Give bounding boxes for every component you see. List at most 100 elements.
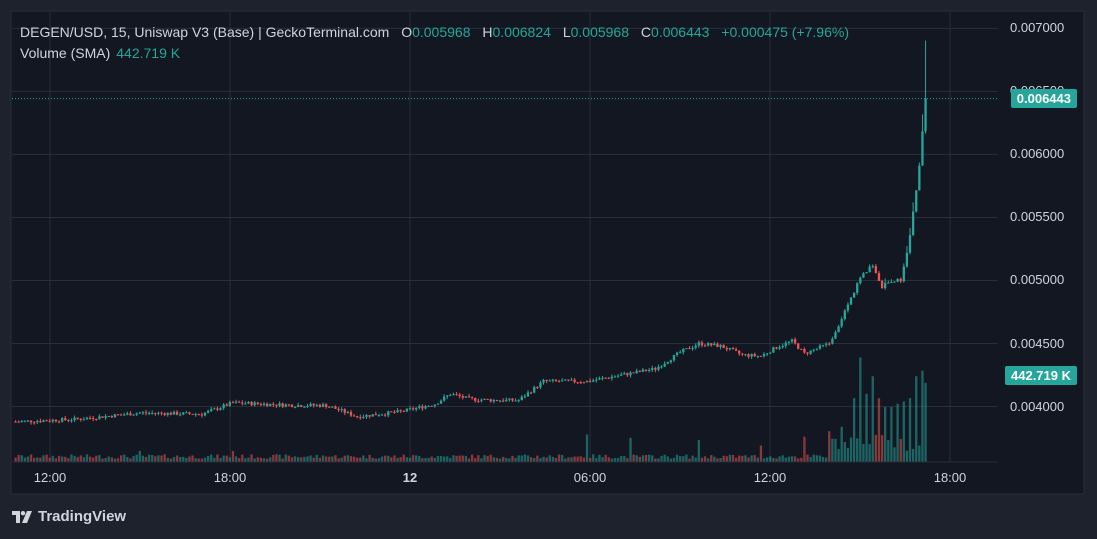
candle-body <box>51 419 54 422</box>
candle-body <box>908 235 912 253</box>
volume-bar <box>234 456 238 462</box>
volume-bar <box>222 455 225 462</box>
volume-bar <box>874 435 878 462</box>
candle-body <box>784 342 787 346</box>
volume-bar <box>884 407 887 462</box>
candle-body <box>592 380 595 382</box>
candle-body <box>203 412 207 416</box>
volume-bar <box>492 457 495 462</box>
volume-bar <box>147 454 151 462</box>
candle-body <box>797 343 800 349</box>
candle-body <box>262 403 266 405</box>
symbol-title: DEGEN/USD, 15, Uniswap V3 (Base) | Gecko… <box>20 24 390 40</box>
volume-bar <box>579 456 582 462</box>
volume-bar <box>20 455 23 462</box>
candle-body <box>312 403 315 406</box>
volume-bar <box>452 455 455 462</box>
x-tick-label: 18:00 <box>933 470 967 485</box>
candle-body <box>387 411 390 416</box>
volume-bar <box>700 457 704 462</box>
volume-bar <box>157 455 160 462</box>
candle-body <box>163 413 166 416</box>
candle-body <box>464 396 468 398</box>
volume-bar <box>595 458 598 462</box>
volume-bar <box>666 456 669 462</box>
candle-body <box>769 352 772 354</box>
volume-bar <box>623 456 626 462</box>
volume-bar <box>766 457 769 462</box>
candle-body <box>470 397 474 399</box>
candle-body <box>585 380 589 383</box>
volume-bar <box>908 398 912 462</box>
volume-bar <box>601 457 604 462</box>
volume-bar <box>536 455 539 462</box>
volume-bar <box>365 458 368 462</box>
volume-bar <box>719 458 722 462</box>
volume-bar <box>228 457 232 462</box>
volume-bar <box>607 457 610 462</box>
candle-body <box>762 353 766 357</box>
candle-body <box>380 414 384 416</box>
volume-bar <box>846 447 850 462</box>
volume-bar <box>598 454 601 462</box>
volume-bar <box>132 456 135 462</box>
candle-body <box>259 403 263 405</box>
brand-name: TradingView <box>38 508 127 525</box>
candle-body <box>461 396 464 398</box>
volume-bar <box>219 457 222 462</box>
tradingview-logo-icon <box>12 510 32 523</box>
volume-bar <box>82 457 86 462</box>
volume-bar <box>405 457 409 462</box>
candle-body <box>477 400 480 402</box>
volume-bar <box>644 454 648 462</box>
volume-bar <box>79 455 82 462</box>
candle-body <box>744 354 747 356</box>
volume-bar <box>831 438 834 462</box>
candle-body <box>42 420 45 422</box>
candle-body <box>151 412 154 414</box>
grid-lines <box>12 12 998 462</box>
candle-body <box>241 402 244 404</box>
volume-bar <box>439 456 443 462</box>
candle-body <box>275 404 278 406</box>
candle-body <box>119 414 123 416</box>
candle-body <box>576 382 579 384</box>
candle-body <box>458 394 461 397</box>
volume-bar <box>213 457 216 462</box>
candle-body <box>157 412 160 414</box>
volume-bar <box>921 370 924 462</box>
candle-body <box>362 416 365 419</box>
volume-bar <box>821 456 825 462</box>
candle-body <box>144 412 148 414</box>
candle-body <box>787 341 791 343</box>
candle-body <box>520 396 523 401</box>
tradingview-brand[interactable]: TradingView <box>12 508 126 525</box>
candle-body <box>402 410 405 412</box>
candle-body <box>377 415 381 417</box>
candle-body <box>213 408 216 410</box>
volume-bar <box>231 451 235 462</box>
volume-bar <box>126 457 129 462</box>
candle-body <box>17 421 20 423</box>
candle-body <box>772 347 775 353</box>
volume-bar <box>685 454 688 462</box>
candle-body <box>297 405 300 407</box>
volume-bar <box>197 458 200 462</box>
volume-bar <box>654 458 657 462</box>
close-value: 0.006443 <box>651 24 710 40</box>
candle-body <box>557 380 561 382</box>
volume-bar <box>377 458 381 462</box>
volume-bar <box>570 457 573 462</box>
volume-bar <box>769 456 772 462</box>
volume-bar <box>356 457 359 462</box>
candle-body <box>899 278 902 282</box>
volume-bar <box>815 455 819 462</box>
volume-bar <box>104 458 107 462</box>
volume-bar <box>427 457 430 462</box>
volume-bar <box>809 457 812 462</box>
candle-body <box>455 394 458 396</box>
candle-body <box>815 348 819 350</box>
volume-bar <box>793 456 797 462</box>
x-tick-label: 12:00 <box>753 470 787 485</box>
